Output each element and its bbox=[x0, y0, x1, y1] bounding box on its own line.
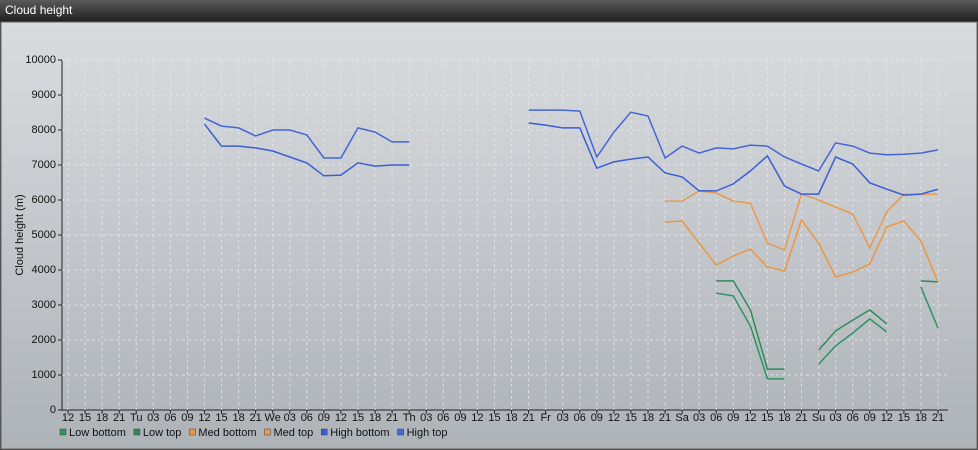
x-tick-label: 03 bbox=[284, 412, 296, 424]
y-tick-label: 9000 bbox=[32, 89, 56, 101]
x-tick-label: 18 bbox=[642, 412, 654, 424]
x-tick-label: 03 bbox=[420, 412, 432, 424]
x-tick-label: 12 bbox=[62, 412, 74, 424]
y-tick-label: 4000 bbox=[32, 264, 56, 276]
legend-swatch bbox=[133, 428, 141, 436]
x-tick-label: 21 bbox=[250, 412, 262, 424]
y-tick-label: 2000 bbox=[32, 334, 56, 346]
x-tick-label: 12 bbox=[881, 412, 893, 424]
x-tick-label: 03 bbox=[830, 412, 842, 424]
x-tick-label: 12 bbox=[608, 412, 620, 424]
legend-swatch bbox=[189, 428, 196, 436]
x-tick-label: 21 bbox=[386, 412, 398, 424]
x-tick-label: 12 bbox=[335, 412, 347, 424]
x-tick-label: 15 bbox=[898, 412, 910, 424]
legend-label: Med bottom bbox=[198, 427, 256, 439]
x-tick-label: 09 bbox=[591, 412, 603, 424]
legend-label: High top bbox=[407, 427, 448, 439]
x-tick-label: 03 bbox=[557, 412, 569, 424]
x-tick-label: 15 bbox=[352, 412, 364, 424]
x-tick-label: 18 bbox=[505, 412, 517, 424]
chart-title: Cloud height bbox=[5, 3, 73, 17]
y-tick-label: 8000 bbox=[32, 124, 56, 136]
y-tick-label: 5000 bbox=[32, 229, 56, 241]
series-line bbox=[665, 218, 939, 283]
x-tick-label: 03 bbox=[693, 412, 705, 424]
series-line bbox=[203, 122, 939, 196]
legend-label: Low top bbox=[143, 427, 182, 439]
x-tick-label: 18 bbox=[778, 412, 790, 424]
x-tick-label: 15 bbox=[625, 412, 637, 424]
x-tick-label: 09 bbox=[727, 412, 739, 424]
x-tick-label: 21 bbox=[113, 412, 125, 424]
x-tick-label: 12 bbox=[198, 412, 210, 424]
y-tick-label: 1000 bbox=[32, 369, 56, 381]
x-tick-label: Tu bbox=[130, 412, 142, 424]
x-tick-label: 15 bbox=[79, 412, 91, 424]
x-tick-label: 12 bbox=[471, 412, 483, 424]
series-line bbox=[716, 280, 939, 370]
x-tick-label: 06 bbox=[164, 412, 176, 424]
legend-label: High bottom bbox=[330, 427, 389, 439]
x-tick-label: 09 bbox=[181, 412, 193, 424]
x-tick-label: 18 bbox=[915, 412, 927, 424]
x-tick-label: 21 bbox=[659, 412, 671, 424]
x-tick-label: 21 bbox=[795, 412, 807, 424]
x-tick-label: 06 bbox=[710, 412, 722, 424]
y-tick-label: 0 bbox=[50, 404, 56, 416]
x-tick-label: 21 bbox=[522, 412, 534, 424]
x-tick-label: 15 bbox=[761, 412, 773, 424]
x-tick-label: We bbox=[265, 412, 281, 424]
x-tick-label: 06 bbox=[847, 412, 859, 424]
x-tick-label: 09 bbox=[454, 412, 466, 424]
legend-label: Med top bbox=[274, 427, 314, 439]
series-line bbox=[204, 109, 939, 172]
y-axis-label: Cloud height (m) bbox=[14, 194, 26, 275]
x-tick-label: 18 bbox=[96, 412, 108, 424]
x-tick-label: 06 bbox=[301, 412, 313, 424]
series-line bbox=[716, 286, 939, 380]
x-tick-label: Sa bbox=[675, 412, 689, 424]
y-tick-label: 6000 bbox=[32, 194, 56, 206]
x-tick-label: 09 bbox=[864, 412, 876, 424]
legend-swatch bbox=[321, 428, 328, 436]
title-bar bbox=[0, 0, 978, 22]
x-tick-label: Fr bbox=[540, 412, 551, 424]
legend-swatch bbox=[397, 428, 404, 436]
x-tick-label: 09 bbox=[318, 412, 330, 424]
legend-swatch bbox=[264, 428, 271, 436]
x-tick-label: 12 bbox=[744, 412, 756, 424]
legend-label: Low bottom bbox=[69, 427, 126, 439]
y-tick-label: 10000 bbox=[25, 54, 56, 66]
legend-swatch bbox=[59, 428, 67, 436]
x-tick-label: 18 bbox=[232, 412, 244, 424]
x-tick-label: 15 bbox=[215, 412, 227, 424]
x-tick-label: 15 bbox=[488, 412, 500, 424]
x-tick-label: 18 bbox=[369, 412, 381, 424]
y-tick-label: 7000 bbox=[32, 159, 56, 171]
x-tick-label: Th bbox=[403, 412, 416, 424]
x-tick-label: Su bbox=[812, 412, 825, 424]
y-tick-label: 3000 bbox=[32, 299, 56, 311]
x-tick-label: 03 bbox=[147, 412, 159, 424]
x-tick-label: 06 bbox=[437, 412, 449, 424]
x-tick-label: 21 bbox=[932, 412, 944, 424]
x-tick-label: 06 bbox=[574, 412, 586, 424]
